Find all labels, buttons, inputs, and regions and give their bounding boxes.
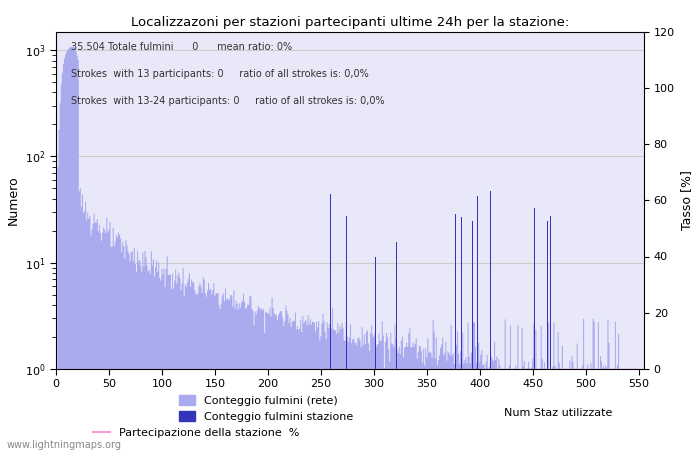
Bar: [490, 191, 491, 369]
Legend: Conteggio fulmini (rete), Conteggio fulmini stazione: Conteggio fulmini (rete), Conteggio fulm…: [174, 391, 358, 427]
Bar: [547, 221, 548, 369]
Text: Strokes  with 13 participants: 0     ratio of all strokes is: 0,0%: Strokes with 13 participants: 0 ratio of…: [71, 68, 368, 79]
Text: Strokes  with 13-24 participants: 0     ratio of all strokes is: 0,0%: Strokes with 13-24 participants: 0 ratio…: [71, 96, 384, 106]
Bar: [472, 220, 473, 369]
Text: www.lightningmaps.org: www.lightningmaps.org: [7, 440, 122, 450]
Y-axis label: Tasso [%]: Tasso [%]: [680, 170, 694, 230]
Bar: [550, 216, 552, 369]
Bar: [455, 214, 456, 369]
Bar: [477, 197, 478, 369]
Title: Localizzazoni per stazioni partecipanti ultime 24h per la stazione:: Localizzazoni per stazioni partecipanti …: [131, 16, 569, 29]
Text: Num Staz utilizzate: Num Staz utilizzate: [504, 408, 612, 418]
Y-axis label: Numero: Numero: [6, 176, 20, 225]
Bar: [395, 242, 397, 369]
Bar: [534, 208, 536, 369]
Bar: [375, 257, 377, 369]
Legend: Partecipazione della stazione  %: Partecipazione della stazione %: [89, 423, 303, 442]
Text: 35.504 Totale fulmini      0      mean ratio: 0%: 35.504 Totale fulmini 0 mean ratio: 0%: [71, 42, 292, 52]
Bar: [461, 217, 462, 369]
Bar: [330, 194, 331, 369]
